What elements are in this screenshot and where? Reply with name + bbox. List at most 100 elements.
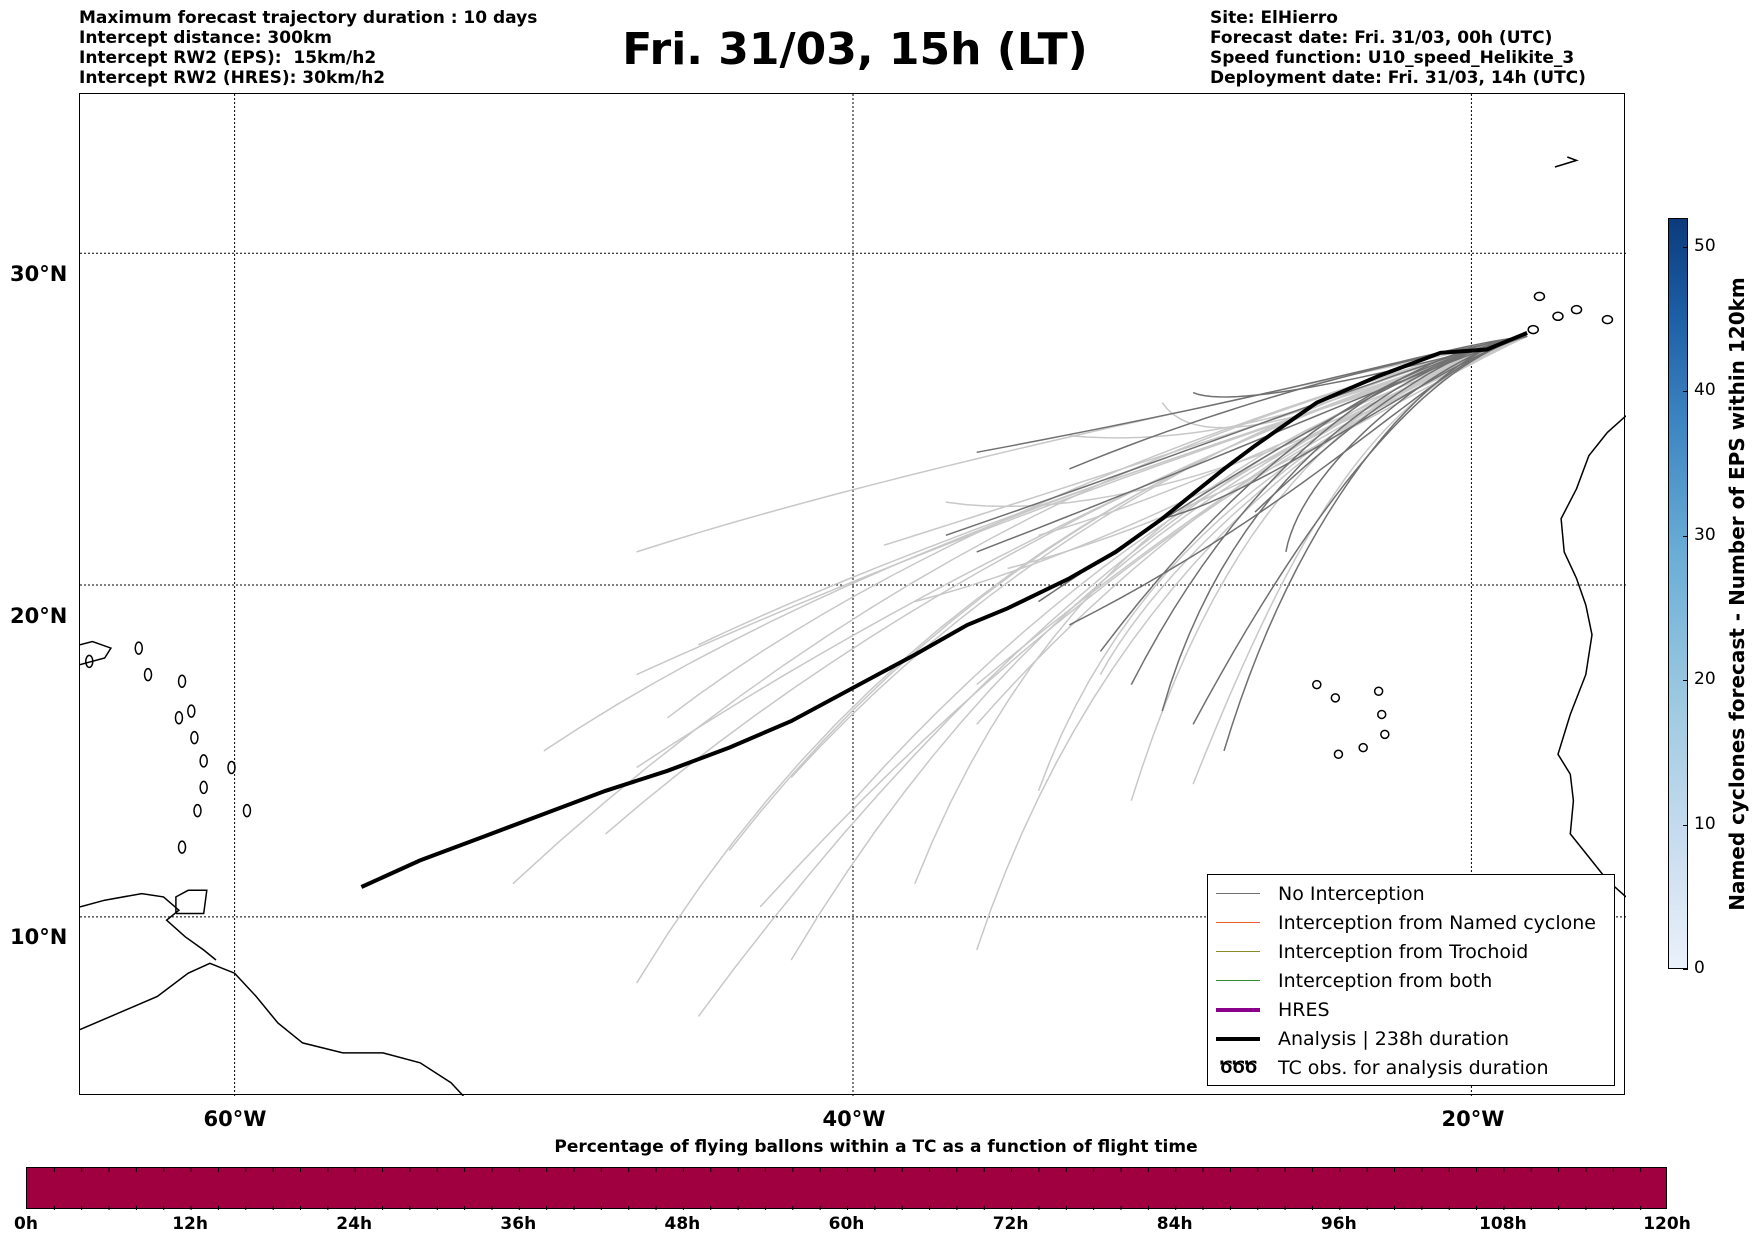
eps-track-light bbox=[975, 335, 1528, 951]
antilles-island bbox=[174, 711, 184, 725]
canary-island bbox=[1570, 304, 1583, 315]
cape-verde-island bbox=[1358, 742, 1368, 753]
madeira-island bbox=[1554, 156, 1579, 168]
eps-track-light bbox=[790, 335, 1528, 961]
site-name: Site: ElHierro bbox=[1210, 8, 1338, 28]
flight-time-tick: 72h bbox=[992, 1214, 1029, 1234]
antilles-island bbox=[199, 754, 208, 768]
trajectory-map[interactable] bbox=[79, 93, 1626, 1096]
africa-coast bbox=[1557, 415, 1626, 898]
lon-label-40w: 40°W bbox=[822, 1107, 886, 1131]
antilles-island bbox=[242, 803, 252, 818]
colorbar-tick-mark bbox=[1683, 969, 1688, 970]
colorbar-tick-mark bbox=[1683, 680, 1688, 682]
canary-island bbox=[1533, 291, 1546, 302]
cyclone-count-colorbar bbox=[1668, 218, 1688, 969]
coastlines bbox=[80, 156, 1626, 1096]
legend-swatch bbox=[1216, 951, 1260, 952]
colorbar-tick-mark bbox=[1683, 824, 1688, 826]
flight-time-title: Percentage of flying ballons within a TC… bbox=[554, 1137, 1198, 1157]
analysis-track bbox=[360, 331, 1528, 889]
eps-track-light bbox=[636, 335, 1528, 676]
eps-track bbox=[1192, 335, 1528, 725]
antilles-island bbox=[227, 760, 236, 775]
map-canvas bbox=[80, 94, 1626, 1096]
legend-label: Interception from Trochoid bbox=[1278, 940, 1529, 963]
antilles-island bbox=[134, 641, 143, 655]
canary-island bbox=[1552, 311, 1564, 322]
colorbar-tick-label: 40 bbox=[1694, 380, 1716, 401]
site-info: Site: ElHierro Forecast date: Fri. 31/03… bbox=[1210, 8, 1586, 88]
legend-item-tc-obs: ԾԾԾ TC obs. for analysis duration bbox=[1216, 1053, 1549, 1082]
eps-track-light bbox=[512, 335, 1528, 885]
colorbar-tick-label: 10 bbox=[1694, 813, 1716, 834]
colorbar-tick-label: 30 bbox=[1694, 524, 1716, 545]
map-legend: No Interception Interception from Named … bbox=[1207, 874, 1615, 1086]
legend-swatch bbox=[1216, 1036, 1260, 1041]
antilles-island bbox=[187, 704, 196, 718]
flight-time-tick: 48h bbox=[664, 1214, 701, 1234]
legend-item-both: Interception from both bbox=[1216, 966, 1492, 995]
legend-swatch bbox=[1216, 980, 1260, 981]
colorbar-tick-label: 20 bbox=[1694, 669, 1716, 690]
flight-time-tick: 96h bbox=[1320, 1214, 1357, 1234]
flight-time-tick: 120h bbox=[1643, 1214, 1691, 1234]
legend-label: Interception from Named cyclone bbox=[1278, 911, 1596, 934]
antilles-island bbox=[199, 780, 208, 795]
flight-time-tick: 84h bbox=[1156, 1214, 1193, 1234]
antilles-island bbox=[143, 667, 153, 682]
eps-track-light bbox=[790, 335, 1528, 779]
param-rw2-hres: Intercept RW2 (HRES): 30km/h2 bbox=[79, 68, 386, 88]
eps-track bbox=[1069, 335, 1528, 470]
lat-label-30n: 30°N bbox=[10, 262, 68, 286]
south-america-coast bbox=[80, 962, 464, 1096]
legend-item-named-cyclone: Interception from Named cyclone bbox=[1216, 908, 1596, 937]
canary-island bbox=[1601, 314, 1614, 325]
colorbar-tick-mark bbox=[1683, 246, 1688, 248]
antilles-island bbox=[177, 840, 187, 854]
param-intercept-distance: Intercept distance: 300km bbox=[79, 28, 332, 48]
param-rw2-eps: Intercept RW2 (EPS): 15km/h2 bbox=[79, 48, 377, 68]
trajectory-parameters: Maximum forecast trajectory duration : 1… bbox=[79, 8, 537, 88]
legend-swatch bbox=[1216, 893, 1260, 894]
legend-label: HRES bbox=[1278, 998, 1330, 1021]
cyclone-symbol-icon: ԾԾԾ bbox=[1219, 1057, 1257, 1078]
colorbar-tick-label: 0 bbox=[1694, 958, 1705, 978]
eps-track-light bbox=[1037, 335, 1528, 792]
eps-track-light bbox=[759, 335, 1528, 908]
cape-verde-island bbox=[1312, 679, 1322, 690]
legend-label: TC obs. for analysis duration bbox=[1278, 1056, 1549, 1079]
lon-label-20w: 20°W bbox=[1441, 1107, 1505, 1131]
antilles-island bbox=[190, 730, 199, 745]
cape-verde-island bbox=[1373, 686, 1384, 696]
canary-island bbox=[1527, 324, 1539, 335]
colorbar-tick-label: 50 bbox=[1694, 235, 1716, 256]
eps-track bbox=[976, 335, 1528, 454]
legend-item-analysis: Analysis | 238h duration bbox=[1216, 1024, 1509, 1053]
lat-label-10n: 10°N bbox=[10, 925, 68, 949]
colorbar-tick-mark bbox=[1683, 535, 1688, 537]
legend-label: Interception from both bbox=[1278, 969, 1493, 992]
colorbar-title: Named cyclones forecast - Number of EPS … bbox=[1725, 277, 1749, 911]
deployment-date: Deployment date: Fri. 31/03, 14h (UTC) bbox=[1210, 68, 1586, 88]
flight-time-tick: 24h bbox=[336, 1214, 373, 1234]
flight-time-tick: 12h bbox=[172, 1214, 208, 1234]
eps-track bbox=[1162, 335, 1528, 520]
forecast-date: Forecast date: Fri. 31/03, 00h (UTC) bbox=[1210, 28, 1553, 48]
legend-swatch bbox=[1216, 922, 1260, 923]
legend-item-trochoid: Interception from Trochoid bbox=[1216, 937, 1528, 966]
legend-label: No Interception bbox=[1278, 882, 1425, 905]
legend-item-hres: HRES bbox=[1216, 995, 1330, 1024]
cape-verde-island bbox=[1330, 693, 1341, 703]
flight-time-tick: 0h bbox=[14, 1214, 38, 1234]
antilles-island bbox=[193, 803, 202, 818]
lat-label-20n: 20°N bbox=[10, 604, 68, 628]
antilles-island bbox=[177, 674, 187, 689]
eps-track-light bbox=[1161, 335, 1528, 429]
eps-track-light bbox=[976, 335, 1528, 725]
lon-label-60w: 60°W bbox=[203, 1107, 267, 1131]
puerto-rico-coast bbox=[80, 640, 113, 666]
cape-verde-island bbox=[1380, 729, 1390, 740]
cape-verde-island bbox=[1376, 709, 1387, 720]
eps-track-light bbox=[976, 335, 1528, 686]
